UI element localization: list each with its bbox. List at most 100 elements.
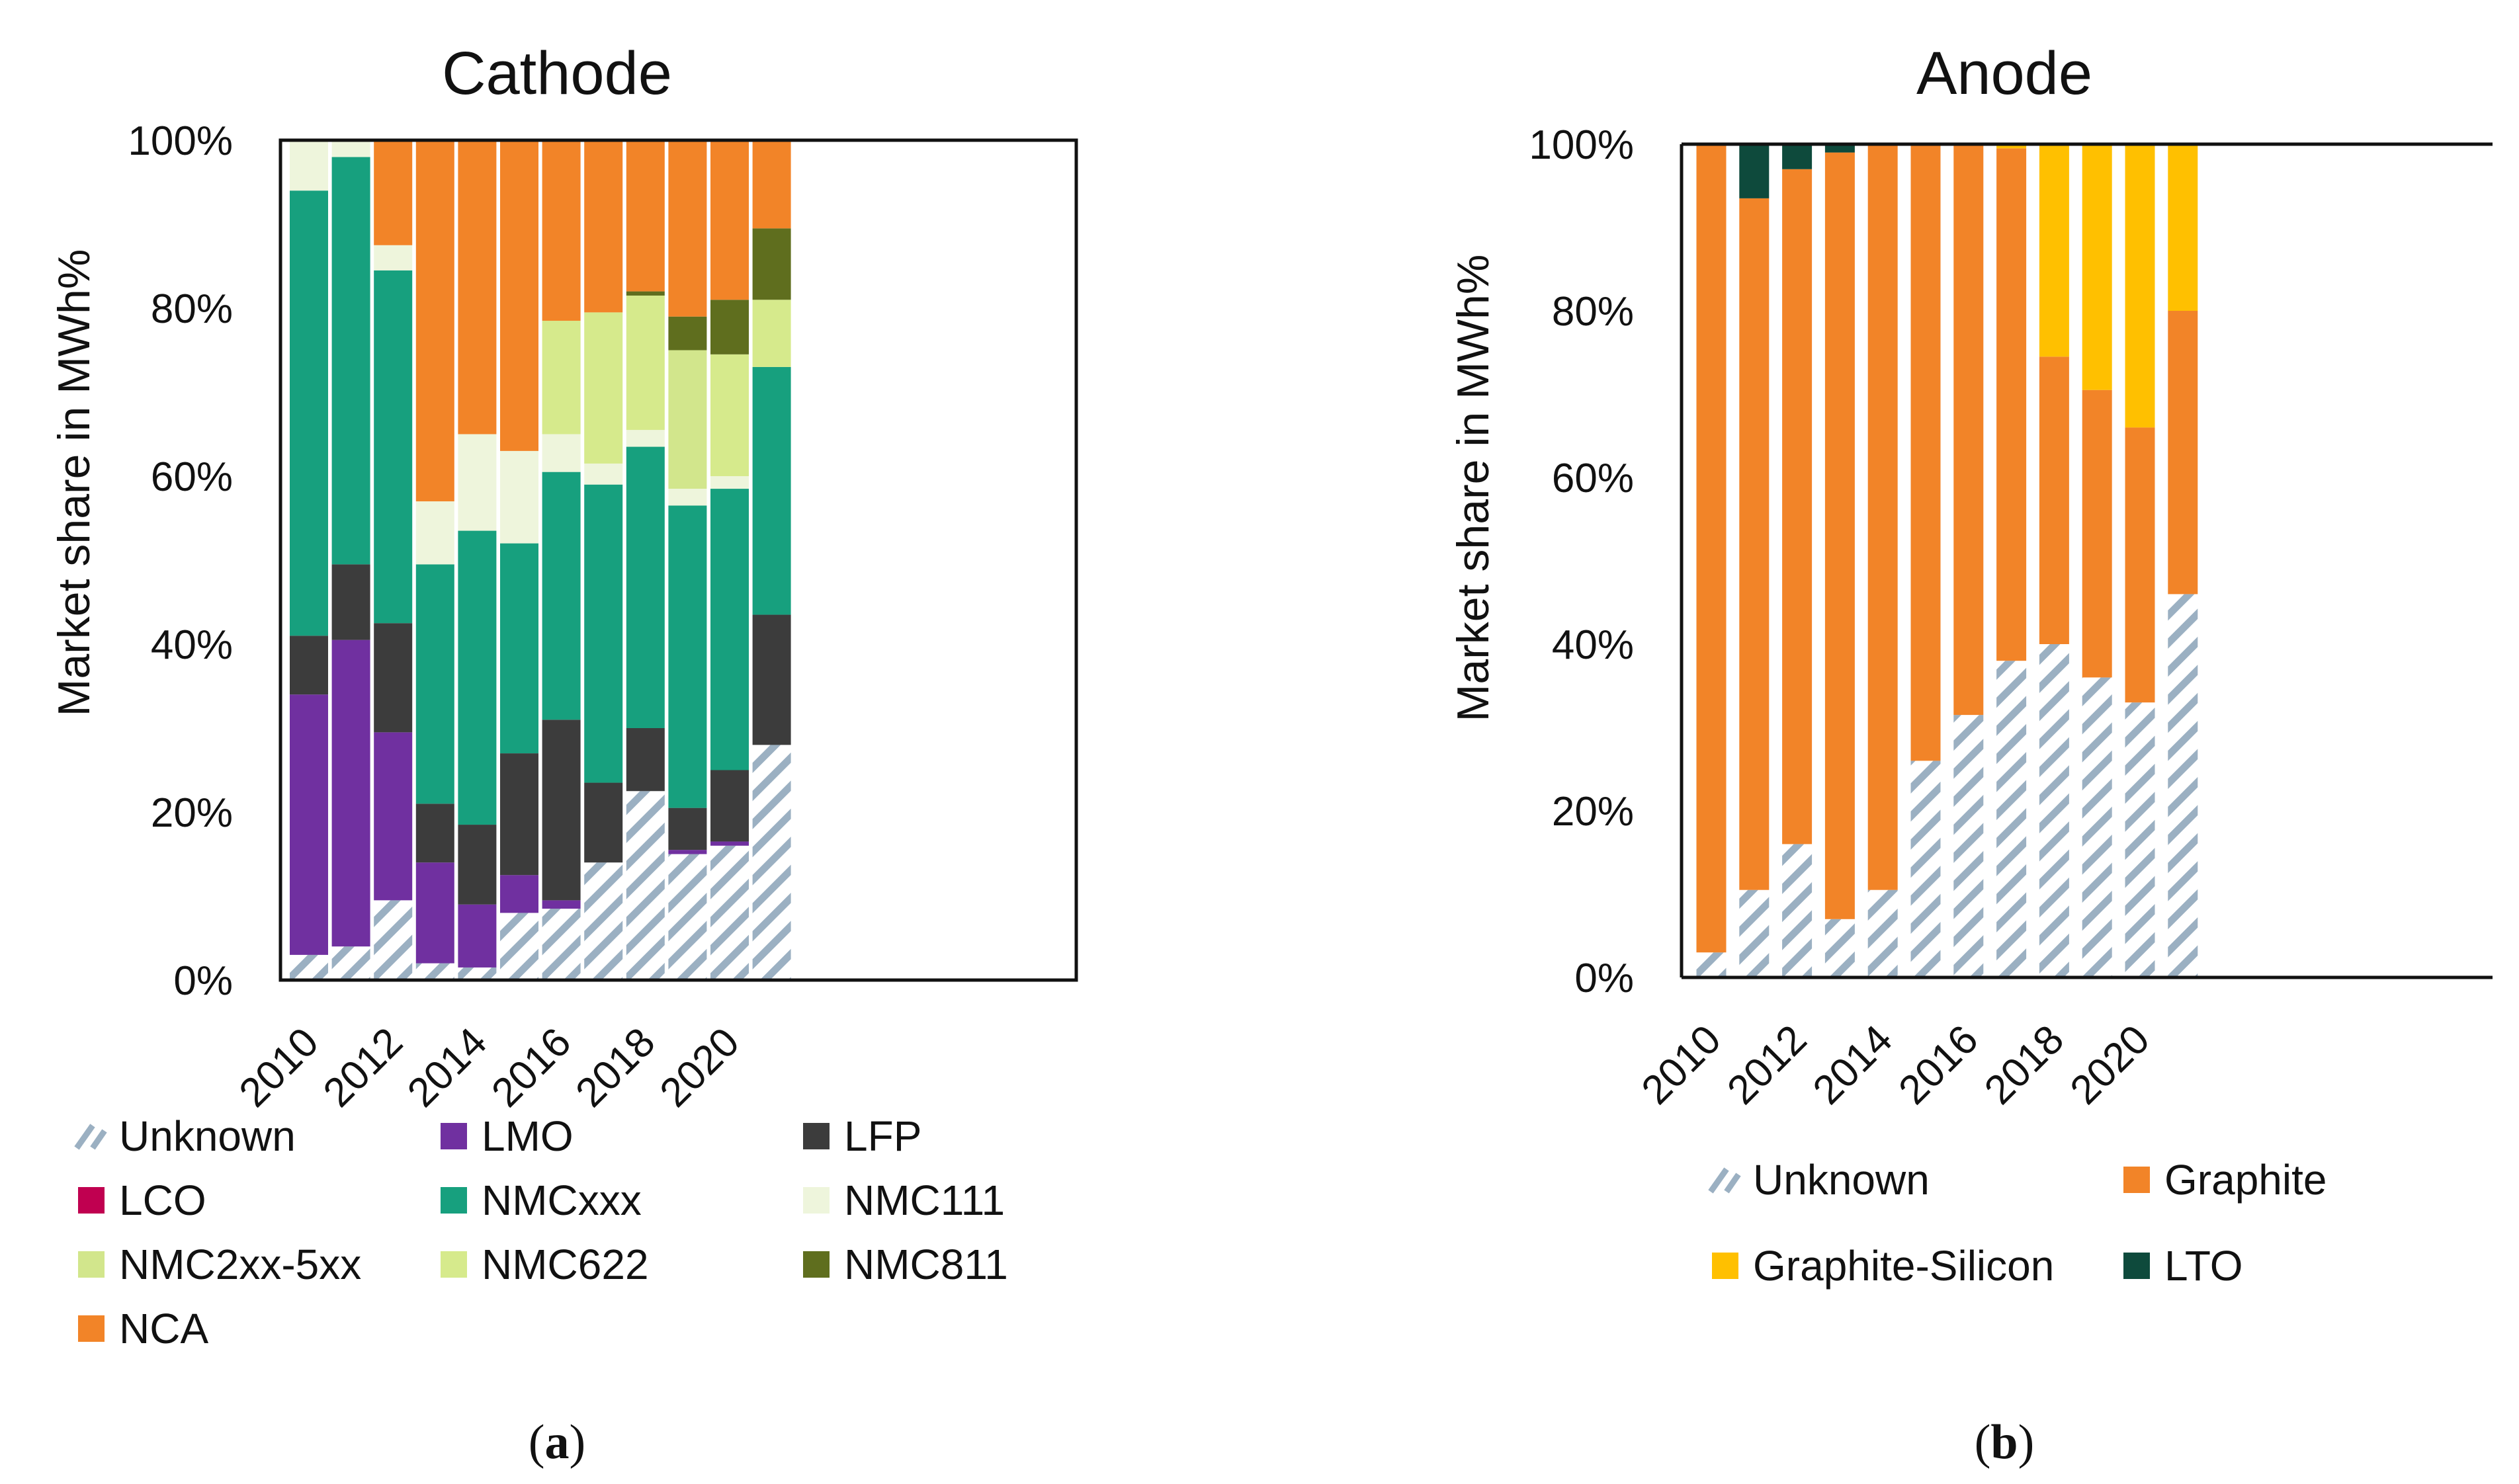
bar-segment-nmc111-2011 bbox=[331, 140, 370, 157]
caption-letter: b bbox=[1990, 1415, 2018, 1469]
bar-segment-unknown-2016 bbox=[542, 909, 581, 980]
bar-segment-nca-2012 bbox=[374, 140, 413, 245]
legend-item-lmo: LMO bbox=[441, 1112, 574, 1160]
bar-segment-nmcxxx-2014 bbox=[458, 530, 497, 825]
bar-segment-lmo-2019 bbox=[668, 850, 707, 854]
bar-segment-nmc111-2019 bbox=[668, 489, 707, 506]
legend-label: LFP bbox=[844, 1112, 921, 1160]
bar-segment-lfp-2011 bbox=[331, 564, 370, 640]
legend-label: Graphite-Silicon bbox=[1753, 1242, 2054, 1290]
y-tick-labels: 0% 20% 40% 60% 80% 100% bbox=[128, 118, 233, 1004]
bar-segment-graphite-2021 bbox=[2168, 311, 2198, 595]
legend-label: NMC811 bbox=[844, 1241, 1008, 1288]
bar-segment-lmo-2011 bbox=[331, 639, 370, 947]
bar-segment-unknown-2018 bbox=[2039, 644, 2069, 977]
legend-label: Graphite bbox=[2164, 1156, 2327, 1204]
bar-segment-unknown-2015 bbox=[1910, 761, 1941, 977]
legend-swatch bbox=[2123, 1253, 2150, 1279]
bar-segment-lto-2011 bbox=[1739, 144, 1770, 198]
x-tick-label: 2020 bbox=[652, 1019, 748, 1116]
bar-segment-nmc111-2017 bbox=[584, 463, 623, 485]
legend-item-unknown: Unknown bbox=[1708, 1156, 1930, 1204]
bar-stacks bbox=[290, 140, 791, 980]
legend-swatch bbox=[1712, 1253, 1738, 1279]
bar-segment-lfp-2016 bbox=[542, 720, 581, 901]
x-tick-label: 2018 bbox=[567, 1019, 663, 1116]
bar-segment-nmcxxx-2010 bbox=[290, 190, 328, 636]
legend-swatch bbox=[1708, 1167, 1729, 1194]
bar-segment-nca-2019 bbox=[668, 140, 707, 317]
legend-label: NMC622 bbox=[482, 1241, 649, 1288]
legend-label: Unknown bbox=[1753, 1156, 1930, 1204]
legend-label: LCO bbox=[119, 1176, 206, 1224]
legend-label: NCA bbox=[119, 1305, 208, 1352]
y-tick-label: 0% bbox=[1574, 956, 1634, 1001]
legend-label: NMC2xx-5xx bbox=[119, 1241, 361, 1288]
bar-segment-unknown-2010 bbox=[1696, 952, 1727, 977]
bar-segment-lfp-2019 bbox=[668, 807, 707, 850]
legend-item-nca: NCA bbox=[78, 1305, 208, 1352]
legend-swatch bbox=[74, 1124, 95, 1150]
bar-segment-lfp-2021 bbox=[752, 614, 791, 745]
y-tick-label: 20% bbox=[151, 790, 233, 836]
y-tick-label: 100% bbox=[128, 118, 233, 164]
bar-segment-nmc2xx-5xx-2019 bbox=[668, 350, 707, 489]
bar-segment-nmc111-2012 bbox=[374, 245, 413, 270]
bar-segment-unknown-2011 bbox=[331, 946, 370, 980]
bar-segment-unknown-2016 bbox=[1953, 715, 1984, 977]
bar-segment-graphite-silicon-2020 bbox=[2125, 144, 2155, 428]
bar-segment-graphite-2017 bbox=[1996, 148, 2027, 661]
y-tick-label: 80% bbox=[1552, 289, 1634, 335]
y-tick-label: 80% bbox=[151, 286, 233, 332]
bar-segment-unknown-2014 bbox=[1867, 889, 1898, 977]
x-tick-label: 2012 bbox=[1719, 1016, 1815, 1113]
bar-segment-graphite-2011 bbox=[1739, 198, 1770, 890]
panel-caption: (a) bbox=[529, 1415, 585, 1469]
legend-swatch bbox=[803, 1251, 830, 1278]
legend-label: NMC111 bbox=[844, 1176, 1005, 1224]
y-tick-label: 60% bbox=[1552, 456, 1634, 501]
bar-segment-nmcxxx-2016 bbox=[542, 472, 581, 720]
legend-item-lfp: LFP bbox=[803, 1112, 921, 1160]
x-tick-label: 2020 bbox=[2062, 1016, 2158, 1113]
bar-segment-unknown-2015 bbox=[500, 913, 538, 980]
bar-segment-graphite-2012 bbox=[1782, 169, 1813, 845]
bar-segment-lfp-2013 bbox=[415, 804, 454, 863]
bar-segment-unknown-2017 bbox=[584, 862, 623, 980]
bar-segment-unknown-2018 bbox=[626, 791, 665, 980]
bar-segment-unknown-2020 bbox=[2125, 702, 2155, 977]
bar-segment-nmc622-2020 bbox=[710, 354, 749, 476]
bar-segment-nmc111-2018 bbox=[626, 430, 665, 447]
bar-segment-nmcxxx-2019 bbox=[668, 505, 707, 808]
bar-segment-graphite-2019 bbox=[2082, 390, 2112, 678]
bar-segment-graphite-2010 bbox=[1696, 144, 1727, 953]
bar-segment-nmc811-2019 bbox=[668, 316, 707, 350]
bar-segment-lmo-2012 bbox=[374, 732, 413, 901]
x-tick-label: 2014 bbox=[399, 1019, 495, 1116]
legend-item-lco: LCO bbox=[78, 1176, 206, 1224]
bar-segment-lfp-2020 bbox=[710, 770, 749, 842]
bar-segment-lto-2013 bbox=[1824, 144, 1855, 153]
legend-item-nmc2xx-5xx: NMC2xx-5xx bbox=[78, 1241, 361, 1288]
chart-title: Anode bbox=[1916, 40, 2092, 107]
bar-segment-graphite-2016 bbox=[1953, 144, 1984, 716]
bar-segment-unknown-2012 bbox=[374, 900, 413, 980]
legend-label: LMO bbox=[482, 1112, 574, 1160]
bar-segment-lmo-2010 bbox=[290, 694, 328, 955]
bar-segment-lfp-2012 bbox=[374, 623, 413, 733]
bar-segment-lfp-2014 bbox=[458, 825, 497, 905]
bar-segment-nmcxxx-2011 bbox=[331, 157, 370, 565]
y-axis-label: Market share in MWh% bbox=[49, 249, 99, 717]
bar-segment-nmc622-2018 bbox=[626, 295, 665, 431]
y-tick-label: 0% bbox=[173, 958, 233, 1004]
bar-segment-graphite-2018 bbox=[2039, 356, 2069, 644]
bar-segment-nmc111-2020 bbox=[710, 476, 749, 489]
legend-swatch bbox=[2123, 1167, 2150, 1193]
bar-segment-nmc622-2017 bbox=[584, 312, 623, 464]
bar-segment-nca-2016 bbox=[542, 140, 581, 321]
bar-segment-unknown-2010 bbox=[290, 954, 328, 980]
x-tick-label: 2018 bbox=[1976, 1016, 2072, 1113]
bar-segment-unknown-2011 bbox=[1739, 889, 1770, 977]
